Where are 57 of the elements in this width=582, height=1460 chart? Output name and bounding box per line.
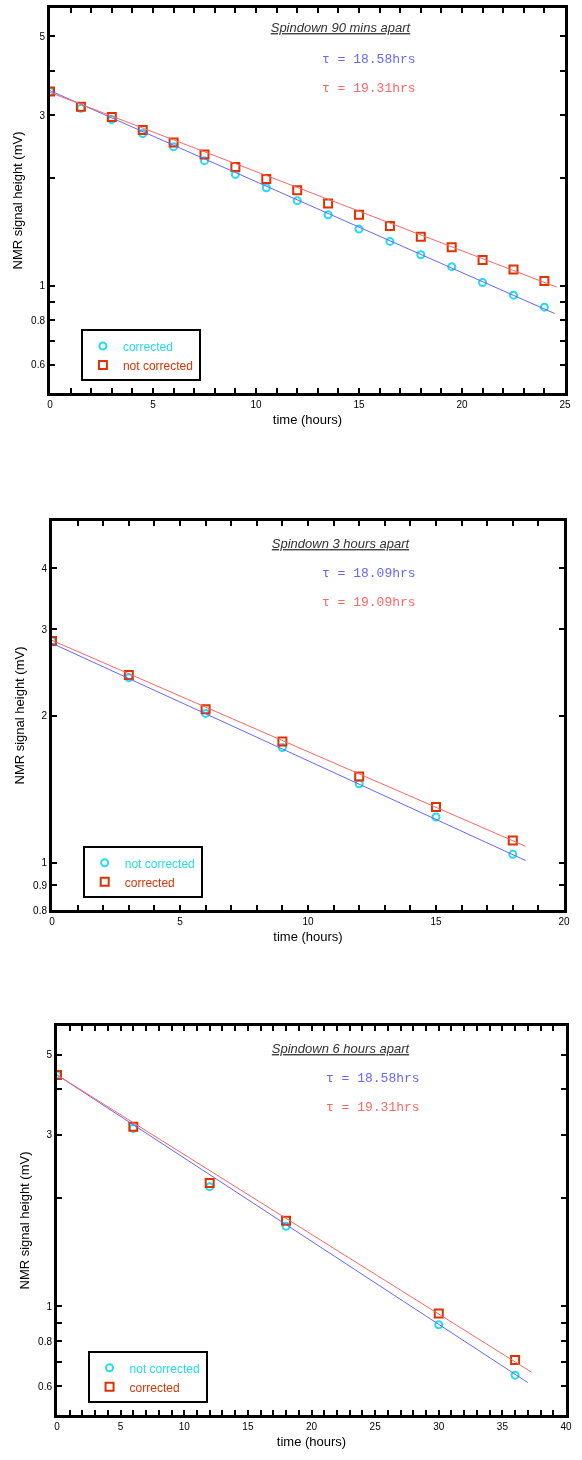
legend-label: corrected bbox=[129, 1380, 180, 1395]
legend-label: not corrected bbox=[122, 358, 193, 373]
x-tick-label: 0 bbox=[54, 1421, 61, 1432]
y-tick-label: 1 bbox=[41, 857, 48, 869]
x-tick-label: 25 bbox=[369, 1421, 382, 1432]
x-tick-label: 10 bbox=[250, 399, 262, 410]
y-tick-label: 5 bbox=[39, 30, 46, 42]
x-tick-label: 15 bbox=[430, 916, 442, 927]
y-tick-label: 0.8 bbox=[33, 904, 48, 916]
y-axis-title: NMR signal height (mV) bbox=[17, 1151, 33, 1290]
x-tick-label: 15 bbox=[353, 399, 365, 410]
y-tick-label: 0.8 bbox=[38, 1335, 53, 1347]
x-tick-label: 5 bbox=[177, 916, 184, 927]
x-tick-label: 15 bbox=[242, 1421, 254, 1432]
text: Spindown 3 hours apart bbox=[271, 536, 411, 552]
x-axis-title: time (hours) bbox=[272, 411, 343, 427]
x-tick-label: 10 bbox=[302, 916, 314, 927]
x-tick-label: 40 bbox=[560, 1421, 572, 1432]
legend-label: not corrected bbox=[124, 856, 195, 871]
annotation: τ = 18.58hrs bbox=[322, 52, 416, 67]
y-tick-label: 0.6 bbox=[38, 1380, 53, 1392]
x-tick-label: 20 bbox=[456, 399, 468, 410]
x-tick-label: 25 bbox=[559, 399, 571, 410]
y-tick-label: 4 bbox=[41, 562, 48, 574]
x-tick-label: 0 bbox=[47, 399, 54, 410]
x-tick-label: 35 bbox=[496, 1421, 509, 1432]
x-tick-label: 5 bbox=[117, 1421, 124, 1432]
legend-label: corrected bbox=[122, 339, 173, 354]
y-tick-label: 1 bbox=[39, 280, 46, 292]
y-tick-label: 0.8 bbox=[31, 314, 46, 326]
y-axis-title: NMR signal height (mV) bbox=[12, 646, 28, 785]
y-tick-label: 3 bbox=[39, 109, 46, 121]
y-tick-label: 1 bbox=[46, 1300, 53, 1312]
annotation: τ = 18.09hrs bbox=[322, 566, 416, 581]
x-tick-label: 20 bbox=[558, 916, 570, 927]
x-axis-title: time (hours) bbox=[273, 928, 343, 944]
x-tick-label: 0 bbox=[49, 916, 56, 927]
legend-label: not corrected bbox=[129, 1361, 200, 1376]
y-tick-label: 2 bbox=[41, 710, 48, 721]
y-axis-title: NMR signal height (mV) bbox=[10, 131, 26, 270]
text: Spindown 6 hours apart bbox=[271, 1041, 411, 1057]
x-tick-label: 20 bbox=[305, 1421, 318, 1432]
x-tick-label: 10 bbox=[178, 1421, 191, 1432]
text: Spindown 90 mins apart bbox=[270, 20, 412, 36]
x-tick-label: 30 bbox=[433, 1421, 445, 1432]
y-tick-label: 3 bbox=[41, 623, 48, 635]
annotation: τ = 19.31hrs bbox=[322, 81, 416, 96]
annotation: τ = 19.31hrs bbox=[326, 1100, 420, 1115]
annotation: τ = 18.58hrs bbox=[326, 1071, 420, 1086]
y-tick-label: 3 bbox=[46, 1129, 53, 1141]
x-tick-label: 5 bbox=[150, 399, 157, 410]
annotation: τ = 19.09hrs bbox=[322, 595, 416, 610]
x-axis-title: time (hours) bbox=[276, 1433, 347, 1449]
legend-label: corrected bbox=[124, 875, 175, 890]
y-tick-label: 5 bbox=[46, 1049, 53, 1061]
y-tick-label: 0.6 bbox=[31, 359, 46, 371]
y-tick-label: 0.9 bbox=[33, 879, 48, 891]
